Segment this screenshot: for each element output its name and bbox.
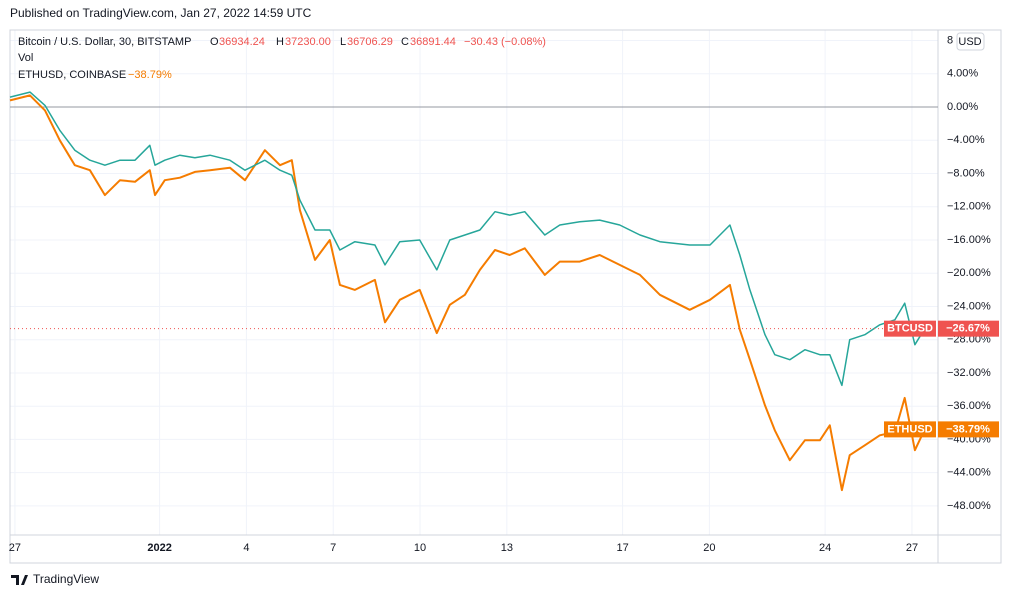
y-tick-label: 0.00% (947, 101, 978, 113)
value-label-box (938, 421, 999, 438)
x-tick-label: 7 (330, 542, 336, 554)
x-tick-label: 10 (414, 542, 426, 554)
x-tick-label: 2022 (147, 542, 171, 554)
legend-vol: Vol (18, 52, 33, 64)
legend-value: 36934.24 (219, 36, 265, 48)
series-line (9, 94, 926, 492)
y-tick-label: −8.00% (947, 167, 985, 179)
legend-key: H (276, 36, 284, 48)
series-name: ETHUSD (887, 423, 932, 435)
y-tick-label: −12.00% (947, 201, 991, 213)
series-line (9, 91, 926, 387)
value-label-box (938, 320, 999, 337)
y-tick-label: 8 (947, 34, 953, 46)
x-tick-label: 17 (616, 542, 628, 554)
x-tick-label: 27 (9, 542, 21, 554)
y-tick-label: −24.00% (947, 300, 991, 312)
legend-compare-change: −38.79% (128, 69, 172, 81)
x-tick-label: 27 (906, 542, 918, 554)
x-tick-label: 13 (501, 542, 513, 554)
y-tick-label: −16.00% (947, 234, 991, 246)
legend-value: 37230.00 (285, 36, 331, 48)
plot (9, 91, 938, 492)
y-tick-label: 4.00% (947, 68, 978, 80)
x-tick-label: 4 (243, 542, 249, 554)
currency-button[interactable] (956, 32, 985, 51)
series-name-box (884, 421, 936, 438)
y-tick-label: −20.00% (947, 267, 991, 279)
y-tick-label: −4.00% (947, 134, 985, 146)
legend-change: −30.43 (−0.08%) (464, 36, 546, 48)
brand-logo (11, 575, 28, 585)
legend-key: C (401, 36, 409, 48)
y-tick-label: −32.00% (947, 367, 991, 379)
x-tick-label: 24 (819, 542, 831, 554)
series-name-box (884, 320, 936, 337)
chart-frame (9, 29, 1002, 564)
y-tick-label: −36.00% (947, 400, 991, 412)
value-label: −38.79% (946, 423, 990, 435)
currency-button-text[interactable]: USD (958, 36, 981, 48)
y-tick-label: −44.00% (947, 467, 991, 479)
legend-value: 36706.29 (347, 36, 393, 48)
series-name: BTCUSD (887, 323, 933, 335)
legend-main: Bitcoin / U.S. Dollar, 30, BITSTAMP (18, 36, 191, 48)
x-tick-label: 20 (703, 542, 715, 554)
legend-compare: ETHUSD, COINBASE (18, 69, 126, 81)
legend-value: 36891.44 (410, 36, 456, 48)
grid (10, 30, 938, 535)
y-tick-label: −48.00% (947, 500, 991, 512)
brand-text: TradingView (33, 572, 99, 586)
legend-key: O (210, 36, 219, 48)
legend-key: L (340, 36, 346, 48)
published-text: Published on TradingView.com, Jan 27, 20… (10, 6, 312, 20)
value-label: −26.67% (946, 323, 990, 335)
